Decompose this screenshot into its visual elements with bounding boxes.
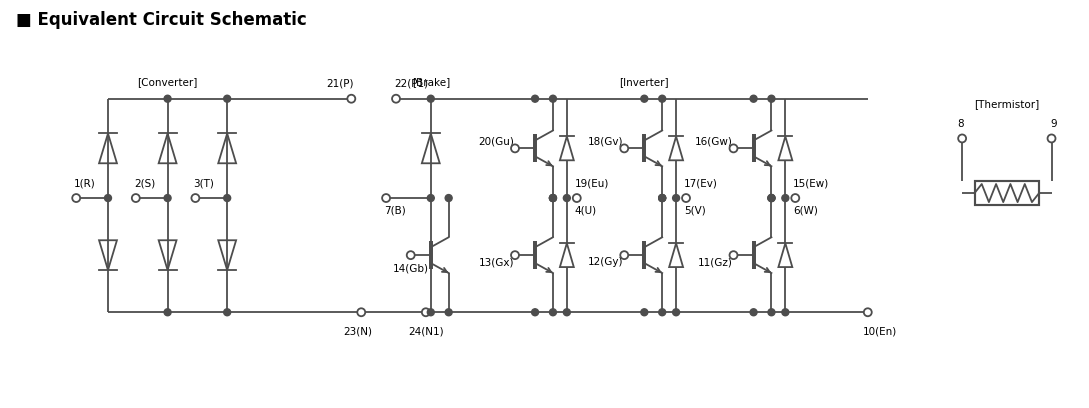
Text: 12(Gy): 12(Gy) xyxy=(588,257,623,267)
Circle shape xyxy=(640,309,648,316)
Text: 18(Gv): 18(Gv) xyxy=(588,136,623,146)
Text: 15(Ew): 15(Ew) xyxy=(793,178,830,188)
Circle shape xyxy=(563,309,571,316)
Circle shape xyxy=(223,95,231,102)
Text: 24(N1): 24(N1) xyxy=(408,326,443,336)
Circle shape xyxy=(382,194,390,202)
Text: 9: 9 xyxy=(1050,118,1056,129)
Circle shape xyxy=(782,309,788,316)
Text: 22(P1): 22(P1) xyxy=(394,79,428,89)
Circle shape xyxy=(164,309,171,316)
Text: 17(Ev): 17(Ev) xyxy=(684,178,718,188)
Text: 10(En): 10(En) xyxy=(862,326,897,336)
Circle shape xyxy=(511,251,519,259)
Circle shape xyxy=(782,195,788,202)
Circle shape xyxy=(730,144,737,152)
Circle shape xyxy=(550,195,556,202)
Text: [Brake]: [Brake] xyxy=(412,77,450,87)
Circle shape xyxy=(427,95,435,102)
Circle shape xyxy=(750,95,757,102)
Text: ■ Equivalent Circuit Schematic: ■ Equivalent Circuit Schematic xyxy=(15,11,306,29)
Circle shape xyxy=(768,195,775,202)
Text: 4(U): 4(U) xyxy=(575,206,597,216)
Circle shape xyxy=(659,195,665,202)
Circle shape xyxy=(673,195,680,202)
Text: 3(T): 3(T) xyxy=(194,178,215,188)
Circle shape xyxy=(445,195,452,202)
Circle shape xyxy=(531,95,539,102)
Circle shape xyxy=(550,95,556,102)
Text: 19(Eu): 19(Eu) xyxy=(575,178,609,188)
Circle shape xyxy=(563,195,571,202)
Circle shape xyxy=(659,309,665,316)
Circle shape xyxy=(550,195,556,202)
Circle shape xyxy=(511,144,519,152)
Circle shape xyxy=(864,308,872,316)
Circle shape xyxy=(357,308,365,316)
Circle shape xyxy=(682,194,690,202)
Circle shape xyxy=(164,195,171,202)
Circle shape xyxy=(223,309,231,316)
Text: 21(P): 21(P) xyxy=(327,79,354,89)
Circle shape xyxy=(347,95,355,103)
Circle shape xyxy=(164,95,171,102)
Text: 7(B): 7(B) xyxy=(384,206,406,216)
Circle shape xyxy=(550,309,556,316)
Text: 5(V): 5(V) xyxy=(684,206,706,216)
Circle shape xyxy=(192,194,199,202)
Text: [Thermistor]: [Thermistor] xyxy=(975,99,1040,109)
Circle shape xyxy=(1048,135,1055,142)
Circle shape xyxy=(223,195,231,202)
Circle shape xyxy=(445,309,452,316)
Circle shape xyxy=(730,251,737,259)
Circle shape xyxy=(531,309,539,316)
Text: 16(Gw): 16(Gw) xyxy=(695,136,733,146)
Text: [Converter]: [Converter] xyxy=(137,77,198,87)
Text: 20(Gu): 20(Gu) xyxy=(478,136,514,146)
Circle shape xyxy=(621,251,628,259)
FancyBboxPatch shape xyxy=(975,181,1039,205)
Text: 13(Gx): 13(Gx) xyxy=(478,257,514,267)
Text: [Inverter]: [Inverter] xyxy=(620,77,669,87)
Circle shape xyxy=(105,195,111,202)
Circle shape xyxy=(768,195,775,202)
Circle shape xyxy=(673,309,680,316)
Circle shape xyxy=(640,95,648,102)
Text: 23(N): 23(N) xyxy=(343,326,372,336)
Circle shape xyxy=(72,194,81,202)
Circle shape xyxy=(958,135,966,142)
Text: 11(Gz): 11(Gz) xyxy=(698,257,733,267)
Text: 8: 8 xyxy=(957,118,964,129)
Circle shape xyxy=(659,195,665,202)
Circle shape xyxy=(792,194,799,202)
Circle shape xyxy=(407,251,415,259)
Circle shape xyxy=(132,194,139,202)
Circle shape xyxy=(427,195,435,202)
Circle shape xyxy=(750,309,757,316)
Text: 6(W): 6(W) xyxy=(793,206,818,216)
Circle shape xyxy=(621,144,628,152)
Circle shape xyxy=(768,95,775,102)
Text: 1(R): 1(R) xyxy=(74,178,96,188)
Circle shape xyxy=(573,194,580,202)
Text: 2(S): 2(S) xyxy=(134,178,155,188)
Circle shape xyxy=(659,195,665,202)
Circle shape xyxy=(768,309,775,316)
Circle shape xyxy=(550,195,556,202)
Circle shape xyxy=(392,95,400,103)
Circle shape xyxy=(421,308,430,316)
Text: 14(Gb): 14(Gb) xyxy=(393,263,429,273)
Circle shape xyxy=(768,195,775,202)
Circle shape xyxy=(659,95,665,102)
Circle shape xyxy=(427,309,435,316)
